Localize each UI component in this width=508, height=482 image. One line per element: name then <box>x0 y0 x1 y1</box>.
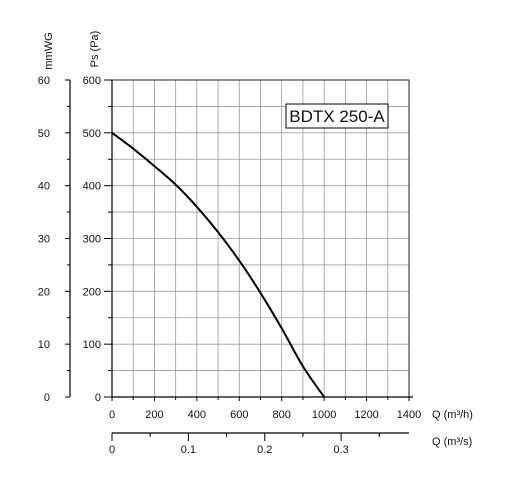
m3h-tick-label: 400 <box>188 409 206 421</box>
pa-tick-label: 300 <box>83 234 101 246</box>
mmwg-tick-label: 40 <box>38 181 50 193</box>
m3h-tick-label: 1200 <box>354 409 378 421</box>
m3s-tick-label: 0.3 <box>333 444 348 456</box>
mmwg-axis-title: mmWG <box>43 32 55 69</box>
x-m3h-axis-title: Q (m³/h) <box>432 409 473 421</box>
pa-tick-label: 600 <box>83 75 101 87</box>
pa-tick-label: 400 <box>83 181 101 193</box>
x-m3s-axis-title: Q (m³/s) <box>432 436 472 448</box>
pa-tick-label: 0 <box>95 392 101 404</box>
axes-layer: mmWG Ps (Pa) Q (m³/h) Q (m³/s) 010020030… <box>38 31 473 456</box>
mmwg-tick-label: 60 <box>38 75 50 87</box>
pa-axis-title: Ps (Pa) <box>89 31 101 68</box>
m3h-tick-label: 1000 <box>312 409 336 421</box>
m3h-tick-label: 600 <box>230 409 248 421</box>
grid-layer <box>111 79 410 398</box>
m3h-tick-label: 800 <box>273 409 291 421</box>
model-label-box: BDTX 250-A <box>285 103 389 129</box>
m3h-tick-label: 200 <box>145 409 163 421</box>
m3s-tick-label: 0 <box>109 444 115 456</box>
mmwg-tick-label: 20 <box>38 286 50 298</box>
pa-tick-label: 500 <box>83 128 101 140</box>
mmwg-tick-label: 10 <box>38 339 50 351</box>
m3h-tick-label: 1400 <box>397 409 421 421</box>
mmwg-tick-label: 30 <box>38 234 50 246</box>
pa-tick-label: 100 <box>83 339 101 351</box>
model-label: BDTX 250-A <box>289 107 385 126</box>
m3h-tick-label: 0 <box>109 409 115 421</box>
m3s-tick-label: 0.1 <box>181 444 196 456</box>
mmwg-tick-label: 0 <box>44 392 50 404</box>
mmwg-tick-label: 50 <box>38 128 50 140</box>
series-layer <box>111 132 325 398</box>
pa-tick-label: 200 <box>83 286 101 298</box>
m3s-tick-label: 0.2 <box>257 444 272 456</box>
